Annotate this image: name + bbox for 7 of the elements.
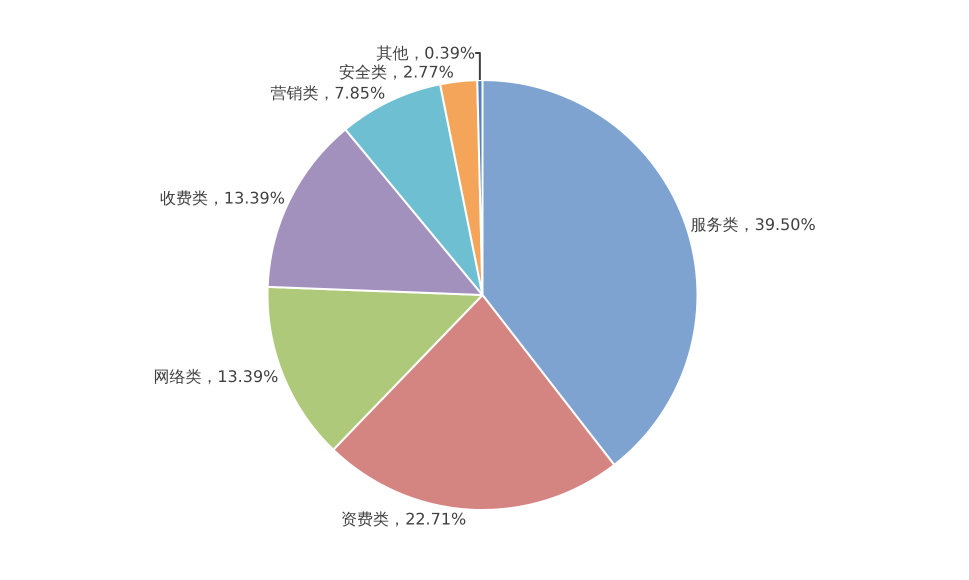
slice-label: 收费类，13.39% [160,188,285,208]
slice-label: 其他，0.39% [376,43,476,62]
slice-label: 网络类，13.39% [153,367,278,386]
slice-label: 营销类，7.85% [270,84,386,103]
slice-label: 安全类，2.77% [338,62,454,82]
slice-label: 资费类，22.71% [341,510,466,529]
slice-label: 服务类，39.50% [690,214,816,234]
